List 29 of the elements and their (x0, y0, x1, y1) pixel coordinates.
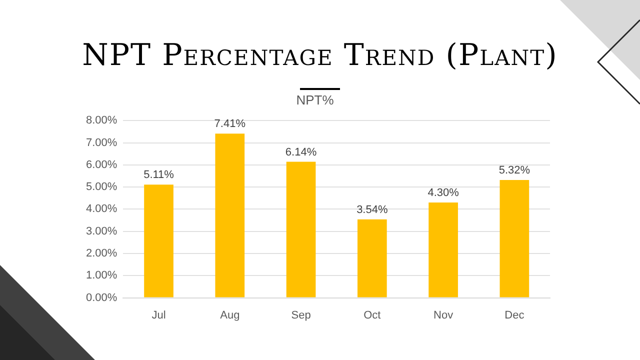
data-label: 5.11% (144, 169, 174, 182)
y-tick-label: 7.00% (86, 136, 118, 149)
x-tick-label: Sep (291, 309, 311, 322)
chart-subtitle: NPT% (296, 92, 334, 108)
chart-title: NPT Percentage Trend (Plant) (81, 38, 559, 73)
data-label: 6.14% (285, 146, 317, 158)
x-tick-label: Jul (152, 309, 166, 322)
bar (215, 134, 245, 298)
y-tick-label: 0.00% (86, 292, 118, 304)
x-tick-label: Oct (364, 309, 381, 322)
x-tick-label: Nov (434, 309, 454, 322)
y-tick-label: 6.00% (86, 158, 118, 171)
y-tick-label: 1.00% (86, 270, 118, 282)
x-tick-label: Aug (220, 309, 240, 322)
x-tick-label: Dec (504, 309, 525, 322)
bar (144, 184, 174, 298)
bar (500, 180, 530, 298)
bar (357, 219, 387, 298)
data-label: 7.41% (214, 118, 246, 130)
data-label: 3.54% (356, 204, 388, 216)
bar (428, 202, 458, 298)
y-tick-label: 4.00% (86, 203, 118, 216)
bar (286, 162, 316, 298)
y-tick-label: 8.00% (86, 114, 118, 127)
y-tick-label: 5.00% (86, 181, 118, 194)
y-tick-label: 2.00% (86, 248, 118, 260)
y-tick-label: 3.00% (86, 225, 118, 238)
data-label: 4.30% (428, 187, 460, 200)
data-label: 5.32% (498, 164, 530, 176)
